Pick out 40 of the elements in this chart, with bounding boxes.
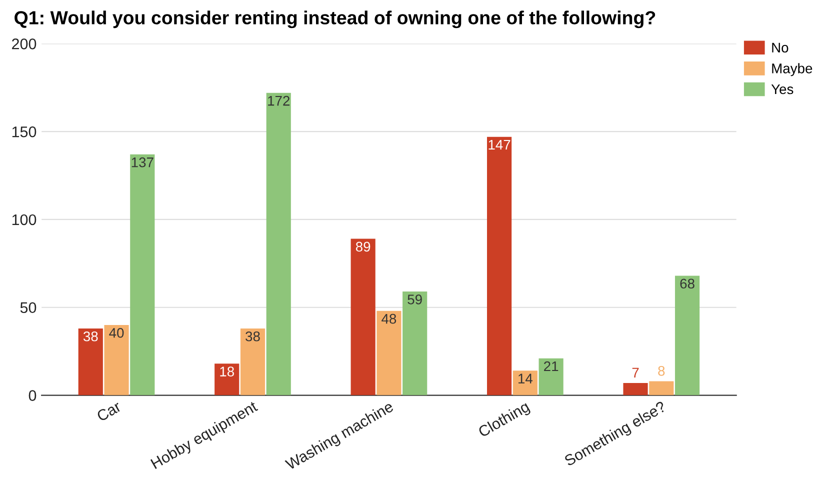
y-tick-label: 0: [28, 390, 36, 401]
bar: [350, 238, 376, 396]
data-label: 89: [356, 242, 370, 252]
data-label: 38: [246, 331, 260, 342]
data-label: 18: [220, 366, 234, 376]
y-tick-label: 150: [12, 126, 36, 138]
data-label: 40: [109, 328, 124, 338]
data-label: 21: [544, 361, 558, 372]
bar: [130, 154, 155, 396]
bar: [376, 310, 402, 396]
data-label: 48: [382, 314, 396, 324]
bar: [674, 276, 700, 396]
y-tick-label: 50: [20, 302, 36, 314]
bar: [214, 364, 240, 396]
x-tick-label: Car: [96, 400, 122, 422]
legend-label: Yes: [771, 84, 794, 94]
data-label: 38: [83, 331, 98, 342]
bar: [487, 136, 512, 396]
bar: [512, 370, 538, 396]
data-label: 8: [658, 366, 665, 376]
y-tick-label: 100: [12, 214, 36, 226]
data-label: 172: [268, 96, 290, 106]
bar: [649, 381, 674, 396]
bar: [78, 328, 103, 396]
data-label: 59: [408, 294, 422, 304]
bar: [104, 324, 129, 396]
data-label: 7: [632, 368, 639, 378]
bar: [623, 382, 648, 396]
bar: [266, 92, 291, 396]
y-tick-label: 200: [12, 38, 36, 50]
legend-label: Maybe: [772, 63, 812, 76]
bar: [538, 358, 564, 396]
bar: [240, 328, 266, 396]
data-label: 147: [488, 140, 510, 150]
data-label: 68: [680, 278, 694, 289]
chart-title: Q1: Would you consider renting instead of owning one of the following?: [14, 10, 656, 28]
legend-label: No: [772, 42, 788, 53]
data-label: 14: [518, 374, 532, 384]
data-label: 137: [132, 157, 154, 168]
bar: [402, 292, 428, 396]
